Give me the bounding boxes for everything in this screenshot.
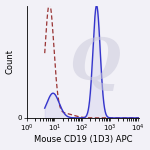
Text: Q: Q xyxy=(69,36,120,92)
X-axis label: Mouse CD19 (1D3) APC: Mouse CD19 (1D3) APC xyxy=(34,135,132,144)
Y-axis label: Count: Count xyxy=(6,49,15,74)
